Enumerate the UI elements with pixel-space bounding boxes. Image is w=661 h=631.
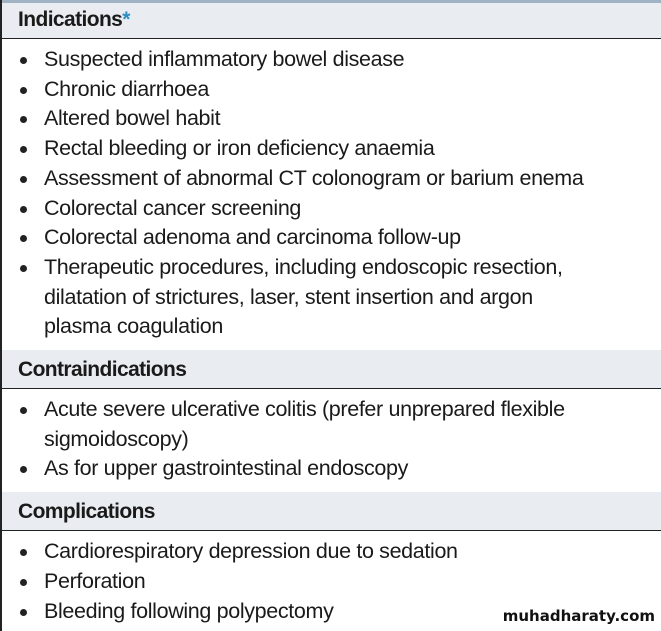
list-item: Cardiorespiratory depression due to seda… [2,537,661,567]
list-item: Colorectal cancer screening [2,194,661,224]
watermark: muhadharaty.com [502,607,655,625]
footnote-marker: * [122,8,130,31]
list-item: Chronic diarrhoea [2,75,661,105]
complications-list: Cardiorespiratory depression due to seda… [2,531,661,631]
list-item: Suspected inflammatory bowel disease [2,45,661,75]
list-item: Bleeding following polypectomy [2,597,661,627]
section-header-contraindications: Contraindications [2,350,661,390]
header-text: Indications [18,8,123,31]
list-item: As for upper gastrointestinal endoscopy [2,454,661,484]
list-item: Acute severe ulcerative colitis (prefer … [2,395,661,454]
indications-list: Suspected inflammatory bowel disease Chr… [2,39,661,350]
top-rule [2,0,661,3]
contraindications-list: Acute severe ulcerative colitis (prefer … [2,389,661,492]
list-item: Therapeutic procedures, including endosc… [2,253,661,342]
list-item: Altered bowel habit [2,104,661,134]
list-item: Rectal bleeding or iron deficiency anaem… [2,134,661,164]
section-header-complications: Complications [2,492,661,532]
list-item: Perforation [2,567,661,597]
list-item: Colorectal adenoma and carcinoma follow-… [2,223,661,253]
section-header-indications: Indications* [2,0,661,39]
list-item: Assessment of abnormal CT colonogram or … [2,164,661,194]
